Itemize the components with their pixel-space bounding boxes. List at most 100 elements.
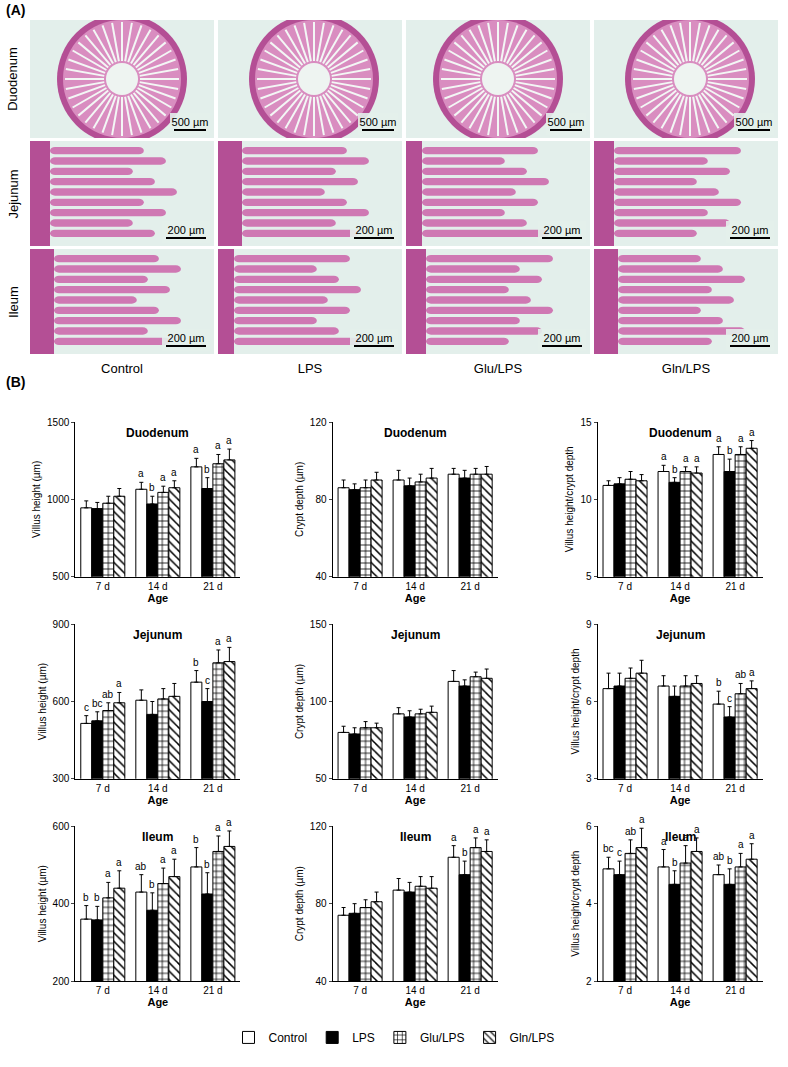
svg-text:bc: bc <box>603 843 614 854</box>
svg-text:a: a <box>694 824 700 835</box>
svg-text:10: 10 <box>580 494 592 505</box>
svg-text:200 µm: 200 µm <box>732 332 769 344</box>
svg-text:Age: Age <box>405 996 426 1008</box>
svg-text:a: a <box>749 427 755 438</box>
svg-text:21 d: 21 d <box>725 581 744 592</box>
svg-text:Crypt depth (µm): Crypt depth (µm) <box>294 462 305 537</box>
svg-text:Villus height (µm): Villus height (µm) <box>31 461 42 538</box>
svg-text:200 µm: 200 µm <box>356 332 393 344</box>
svg-text:80: 80 <box>315 898 327 909</box>
svg-text:Age: Age <box>147 592 168 604</box>
svg-text:Glu/LPS: Glu/LPS <box>420 1031 465 1045</box>
svg-text:Crypt depth (µm): Crypt depth (µm) <box>294 866 305 941</box>
svg-text:200 µm: 200 µm <box>544 224 581 236</box>
svg-text:500 µm: 500 µm <box>736 116 773 128</box>
svg-text:9: 9 <box>586 619 592 630</box>
svg-text:21 d: 21 d <box>460 985 479 996</box>
svg-text:4: 4 <box>586 898 592 909</box>
svg-text:500 µm: 500 µm <box>360 116 397 128</box>
svg-text:21 d: 21 d <box>203 581 222 592</box>
svg-text:200: 200 <box>53 976 70 987</box>
svg-text:14 d: 14 d <box>148 783 167 794</box>
svg-text:Duodenum: Duodenum <box>126 426 189 440</box>
svg-text:14 d: 14 d <box>670 985 689 996</box>
svg-text:400: 400 <box>53 898 70 909</box>
svg-text:a: a <box>226 633 232 644</box>
svg-text:b: b <box>149 879 155 890</box>
svg-text:7 d: 7 d <box>353 783 367 794</box>
svg-text:200 µm: 200 µm <box>544 332 581 344</box>
svg-text:14 d: 14 d <box>148 581 167 592</box>
svg-text:Villus height (µm): Villus height (µm) <box>37 865 48 942</box>
svg-text:21 d: 21 d <box>460 783 479 794</box>
svg-text:a: a <box>661 451 667 462</box>
svg-text:2: 2 <box>586 976 592 987</box>
svg-text:a: a <box>226 817 232 828</box>
svg-text:b: b <box>83 892 89 903</box>
svg-text:a: a <box>215 822 221 833</box>
svg-text:200 µm: 200 µm <box>168 332 205 344</box>
svg-text:b: b <box>149 482 155 493</box>
svg-text:b: b <box>716 677 722 688</box>
svg-text:14 d: 14 d <box>670 581 689 592</box>
svg-text:a: a <box>193 444 199 455</box>
svg-text:ab: ab <box>135 861 147 872</box>
svg-text:Duodenum: Duodenum <box>384 426 447 440</box>
svg-text:14 d: 14 d <box>405 581 424 592</box>
svg-text:3: 3 <box>586 773 592 784</box>
svg-text:b: b <box>204 859 210 870</box>
svg-text:a: a <box>160 472 166 483</box>
svg-text:Villus height/crypt depth: Villus height/crypt depth <box>564 446 575 552</box>
svg-text:40: 40 <box>315 976 327 987</box>
svg-text:Jejunum: Jejunum <box>133 628 182 642</box>
svg-text:LPS: LPS <box>352 1031 375 1045</box>
svg-text:b: b <box>672 857 678 868</box>
svg-text:6: 6 <box>586 821 592 832</box>
svg-text:1500: 1500 <box>47 417 70 428</box>
svg-text:Age: Age <box>405 592 426 604</box>
svg-text:500: 500 <box>53 571 70 582</box>
svg-text:b: b <box>727 445 733 456</box>
svg-text:7 d: 7 d <box>618 581 632 592</box>
svg-text:40: 40 <box>315 571 327 582</box>
svg-text:a: a <box>639 814 645 825</box>
svg-text:Villus height/crypt depth: Villus height/crypt depth <box>570 851 581 957</box>
svg-text:14 d: 14 d <box>670 783 689 794</box>
svg-text:Duodenum: Duodenum <box>649 426 712 440</box>
svg-text:100: 100 <box>310 696 327 707</box>
svg-text:7 d: 7 d <box>96 985 110 996</box>
svg-text:Ileum: Ileum <box>142 830 173 844</box>
svg-text:7 d: 7 d <box>96 783 110 794</box>
svg-text:200 µm: 200 µm <box>356 224 393 236</box>
svg-text:Ileum: Ileum <box>665 830 696 844</box>
svg-text:a: a <box>116 857 122 868</box>
svg-text:a: a <box>749 830 755 841</box>
svg-text:a: a <box>694 453 700 464</box>
svg-text:7 d: 7 d <box>96 581 110 592</box>
svg-text:120: 120 <box>310 417 327 428</box>
svg-text:200 µm: 200 µm <box>168 224 205 236</box>
svg-text:Jejunum: Jejunum <box>656 628 705 642</box>
svg-text:21 d: 21 d <box>725 985 744 996</box>
svg-text:Jejunum: Jejunum <box>391 628 440 642</box>
svg-text:ab: ab <box>102 689 114 700</box>
svg-text:120: 120 <box>310 821 327 832</box>
svg-text:c: c <box>727 693 732 704</box>
svg-text:Villus height/crypt depth: Villus height/crypt depth <box>570 649 581 755</box>
svg-text:bc: bc <box>92 698 103 709</box>
svg-text:21 d: 21 d <box>725 783 744 794</box>
svg-text:6: 6 <box>586 696 592 707</box>
svg-text:21 d: 21 d <box>203 783 222 794</box>
svg-text:5: 5 <box>586 571 592 582</box>
svg-text:b: b <box>204 464 210 475</box>
svg-text:b: b <box>193 657 199 668</box>
svg-text:c: c <box>205 675 210 686</box>
svg-text:14 d: 14 d <box>148 985 167 996</box>
svg-text:a: a <box>683 453 689 464</box>
svg-text:14 d: 14 d <box>405 783 424 794</box>
svg-text:b: b <box>727 855 733 866</box>
svg-text:Age: Age <box>405 794 426 806</box>
svg-text:600: 600 <box>53 821 70 832</box>
svg-text:ab: ab <box>625 826 637 837</box>
svg-text:300: 300 <box>53 773 70 784</box>
